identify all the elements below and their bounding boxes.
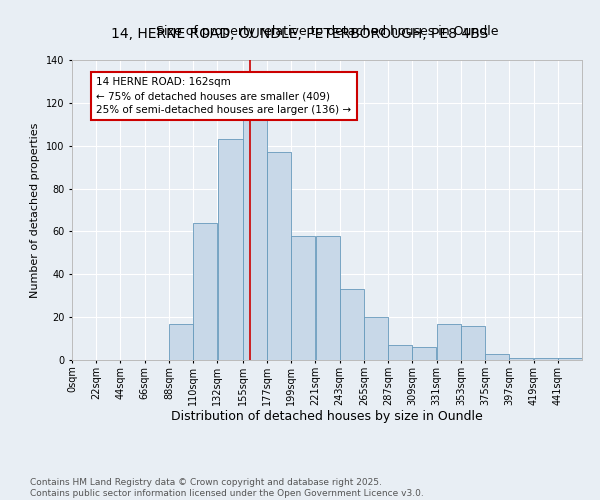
Bar [340,290,364,360]
Text: 14, HERNE ROAD, OUNDLE, PETERBOROUGH, PE8 4BS: 14, HERNE ROAD, OUNDLE, PETERBOROUGH, PE… [112,28,488,42]
Bar [267,152,291,360]
Bar [243,118,267,360]
Bar [316,236,340,360]
Y-axis label: Number of detached properties: Number of detached properties [31,122,40,298]
Bar [485,354,509,360]
Bar [388,345,412,360]
Text: 14 HERNE ROAD: 162sqm
← 75% of detached houses are smaller (409)
25% of semi-det: 14 HERNE ROAD: 162sqm ← 75% of detached … [96,77,352,115]
X-axis label: Distribution of detached houses by size in Oundle: Distribution of detached houses by size … [171,410,483,424]
Bar [558,358,582,360]
Bar [412,347,436,360]
Bar [193,223,217,360]
Bar [533,358,557,360]
Bar [461,326,485,360]
Bar [364,317,388,360]
Bar [292,236,316,360]
Bar [437,324,461,360]
Text: Contains HM Land Registry data © Crown copyright and database right 2025.
Contai: Contains HM Land Registry data © Crown c… [30,478,424,498]
Title: Size of property relative to detached houses in Oundle: Size of property relative to detached ho… [156,25,498,38]
Bar [218,140,242,360]
Bar [509,358,533,360]
Bar [169,324,193,360]
